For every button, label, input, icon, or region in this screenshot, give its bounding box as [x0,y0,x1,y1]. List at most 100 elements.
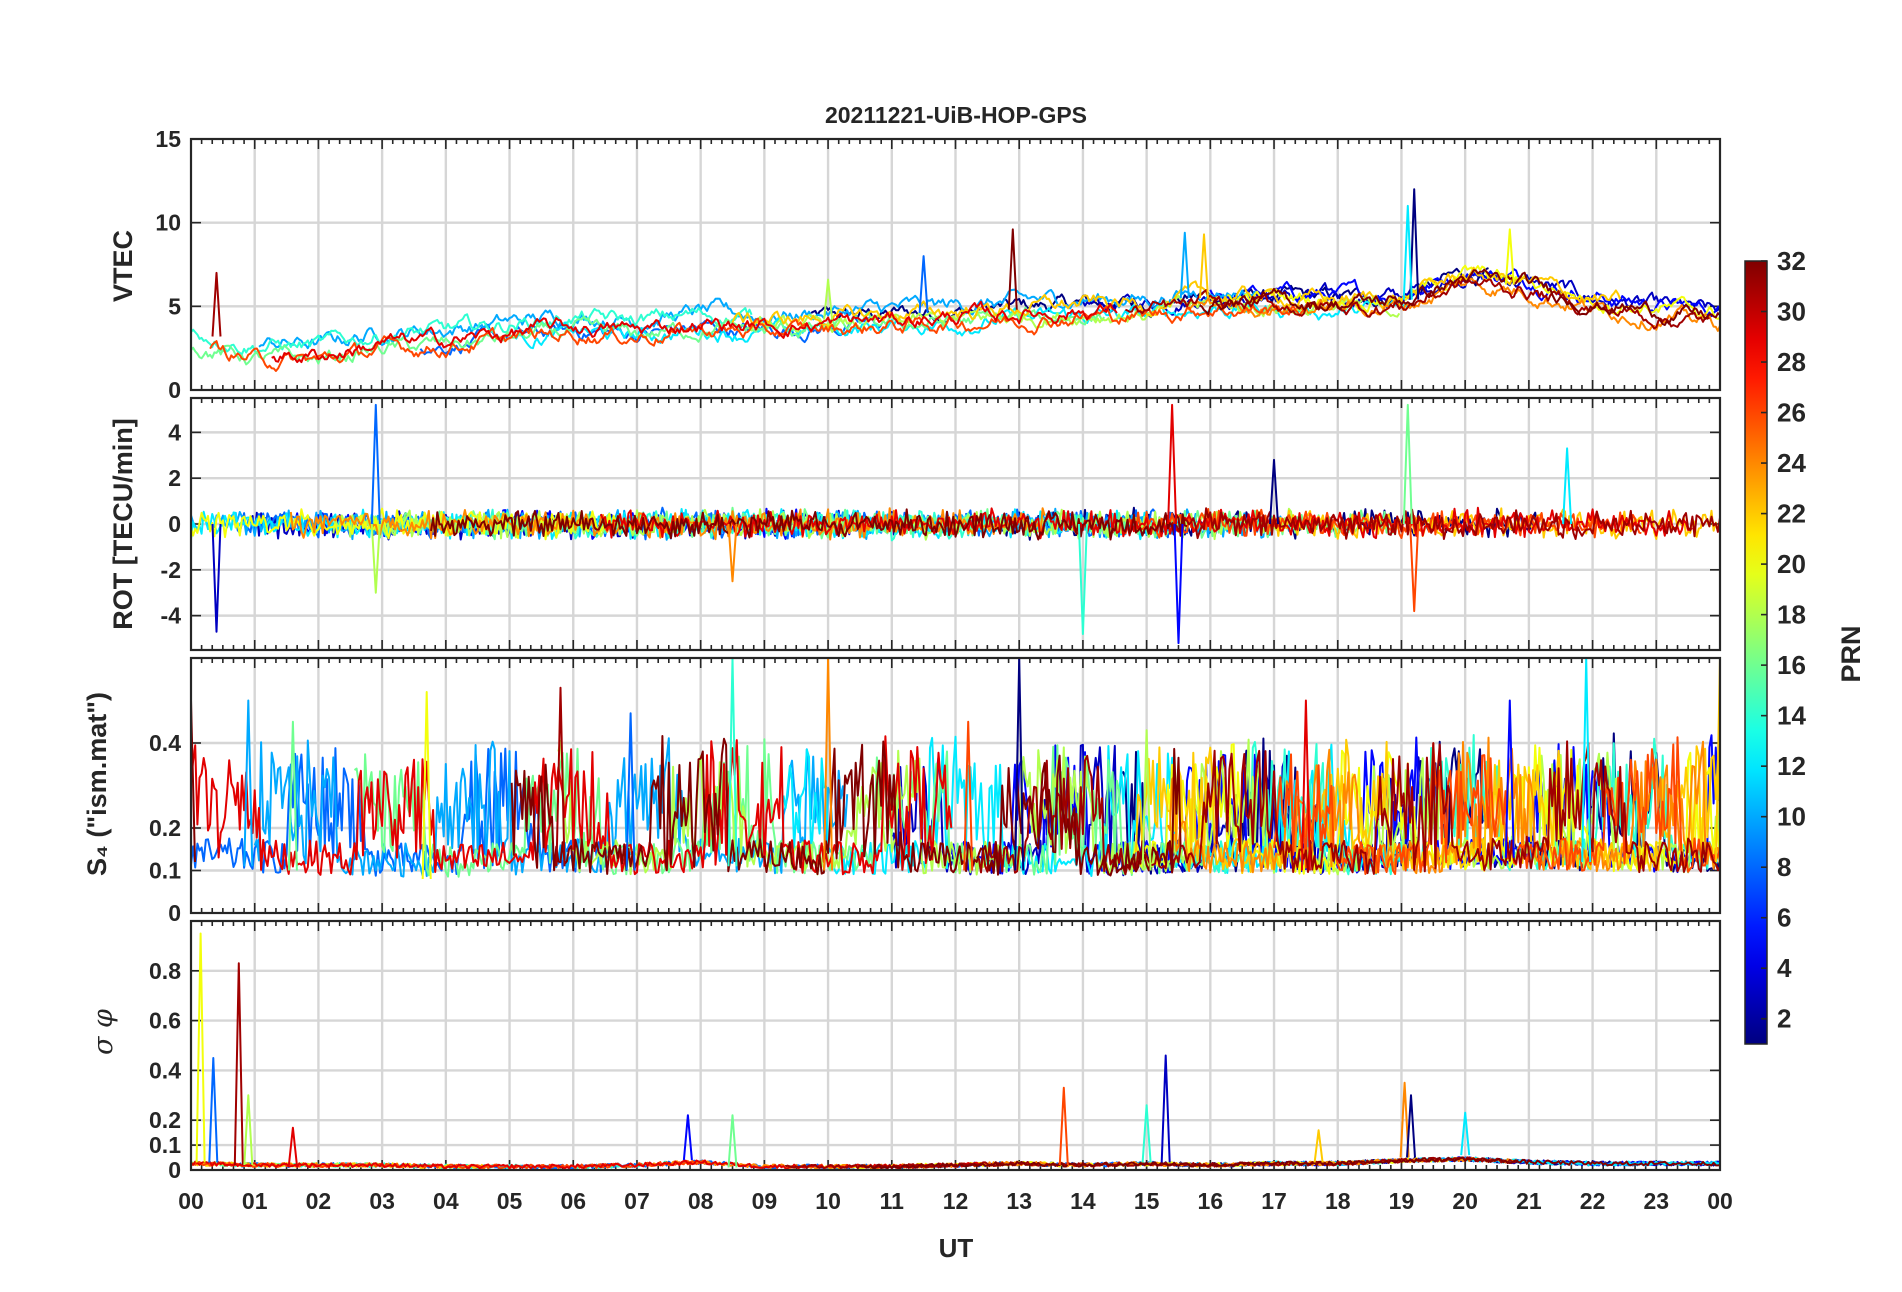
colorbar-tick-label: 6 [1777,903,1791,933]
colorbar-tick-label: 30 [1777,297,1806,327]
s4-ytick-label: 0.4 [149,730,181,756]
rot-axis-box [189,396,1722,652]
rot-spike [370,403,381,525]
vtec-spike [1504,228,1515,285]
s4-ylabel: S₄ ("ism.mat") [82,692,112,876]
sigma-phi-panel: 00.10.2 0.4 0.6 0.8 [149,919,1722,1183]
s4-ytick-label: 0.2 [149,815,181,841]
vtec-ytick-label: 5 [168,293,181,319]
vtec-ytick-label: 15 [155,126,181,152]
rot-spike [370,523,381,594]
x-tick-label: 04 [433,1188,459,1214]
s4-axis-box [189,656,1722,915]
rot-ytick-label: -4 [161,603,182,629]
x-tick-label: 15 [1134,1188,1160,1214]
rot-ylabel: ROT [TECU/min] [108,418,138,629]
vtec-ytick-label: 0 [168,377,181,403]
colorbar-tick-label: 10 [1777,802,1806,832]
sigphi-series-prn-26 [191,1159,712,1170]
x-tick-label: 23 [1643,1188,1669,1214]
vtec-panel: 0 5 10 15 [155,126,1722,403]
sigphi-ytick-label: 0.1 [149,1132,181,1158]
colorbar-tick-label: 2 [1777,1004,1791,1034]
rot-spike [727,523,738,583]
sigphi-spike [1313,1129,1324,1163]
s4-spike [823,658,834,871]
x-tick-label: 19 [1389,1188,1415,1214]
sigphi-spike [1058,1086,1069,1166]
sigphi-ytick-label: 0.8 [149,958,181,984]
x-tick-label: 13 [1006,1188,1032,1214]
x-tick-label: 12 [943,1188,969,1214]
x-tick-label: 20 [1452,1188,1478,1214]
rot-series-prn-20 [191,507,617,541]
sigphi-spike [1160,1054,1171,1163]
sigphi-ytick-label: 0.4 [149,1057,181,1083]
s4-series-group [191,658,1720,880]
x-axis-label: UT [939,1233,974,1263]
rot-ytick-label: -2 [161,557,181,583]
s4-spike [287,720,298,871]
s4-series-prn-26 [1273,736,1720,875]
x-tick-label: 08 [688,1188,714,1214]
x-tick-labels: 00 01 02 03 04 05 06 07 08 09 10 11 12 13 14 15 16 17 18 19… [178,1188,1733,1214]
s4-spike [727,658,738,867]
vtec-series-group [191,188,1720,372]
vtec-ylabel: VTEC [108,230,138,302]
x-tick-label: 21 [1516,1188,1542,1214]
vtec-series-prn-31 [1125,277,1710,330]
x-tick-label: 18 [1325,1188,1351,1214]
rot-spike [1562,447,1573,525]
vtec-series-prn-32 [1199,268,1720,326]
chart-title: 20211221-UiB-HOP-GPS [825,102,1087,128]
x-tick-label: 05 [497,1188,523,1214]
vtec-spike [918,255,929,314]
colorbar-tick-label: 16 [1777,650,1806,680]
sigphi-spike [1399,1081,1410,1158]
x-tick-label: 07 [624,1188,650,1214]
colorbar-tick-label: 26 [1777,398,1806,428]
vtec-spike [1409,188,1420,300]
s4-spike [1014,658,1025,871]
vtec-axis-box [189,137,1722,392]
rot-spike [1167,403,1178,525]
sigphi-ytick-label: 0.2 [149,1107,181,1133]
colorbar-tick-label: 28 [1777,347,1806,377]
x-tick-label: 11 [880,1188,905,1214]
s4-spike [555,686,566,867]
x-tick-label: 01 [242,1188,268,1214]
colorbar-tick-label: 12 [1777,751,1806,781]
s4-ytick-label: 0.1 [149,858,181,884]
sigphi-spike [287,1126,298,1166]
s4-spike [1504,699,1515,858]
colorbar-tick-label: 4 [1777,953,1792,983]
rot-series-prn-31 [1171,507,1720,540]
s4-spike [421,691,432,880]
sigphi-spike [1460,1111,1471,1156]
s4-spike [1581,658,1592,863]
x-tick-label: 14 [1070,1188,1096,1214]
x-tick-label: 16 [1198,1188,1224,1214]
x-tick-label: 10 [815,1188,841,1214]
vtec-spike [1199,233,1209,299]
x-tick-label: 00 [1707,1188,1733,1214]
x-tick-label: 06 [560,1188,586,1214]
vtec-spike [211,271,222,337]
x-tick-label: 09 [752,1188,778,1214]
colorbar-tick-label: 32 [1777,246,1806,276]
rot-ytick-label: 4 [168,419,181,445]
rot-spike [211,523,222,633]
sigphi-spike [195,932,206,1163]
sigphi-spike [1406,1094,1416,1158]
sigphi-ytick-label: 0 [168,1157,181,1183]
rot-series-prn-32 [430,508,1188,541]
sigphi-series-group [191,932,1720,1170]
rot-spike [1402,403,1413,525]
sigphi-ytick-label: 0.6 [149,1008,181,1034]
rot-spike [1269,458,1279,525]
rot-spike [1173,523,1184,645]
vtec-spike [1179,231,1190,299]
colorbar-tick-label: 8 [1777,852,1791,882]
rot-spike [1077,523,1088,635]
